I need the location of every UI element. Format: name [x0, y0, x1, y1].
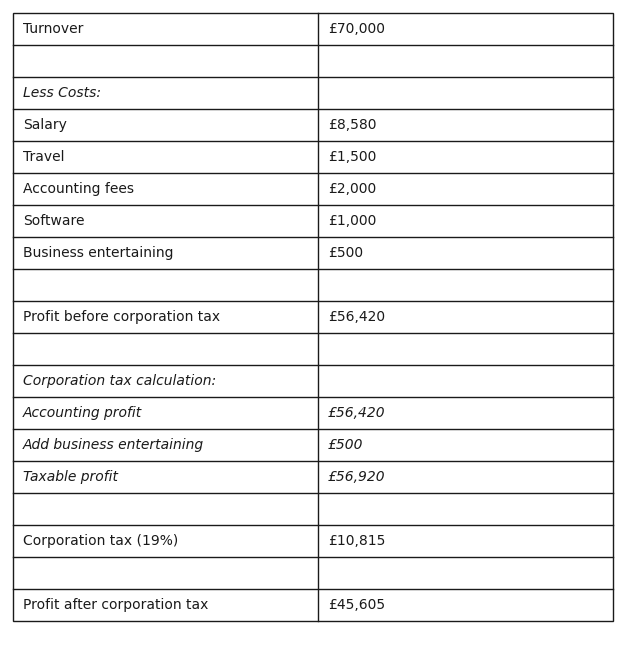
- Text: Taxable profit: Taxable profit: [23, 470, 118, 484]
- Text: £1,500: £1,500: [328, 150, 376, 164]
- Text: Add business entertaining: Add business entertaining: [23, 438, 204, 452]
- Text: £8,580: £8,580: [328, 118, 376, 132]
- Text: Profit after corporation tax: Profit after corporation tax: [23, 598, 208, 612]
- Text: Corporation tax (19%): Corporation tax (19%): [23, 534, 178, 548]
- Text: Profit before corporation tax: Profit before corporation tax: [23, 310, 220, 324]
- Text: Business entertaining: Business entertaining: [23, 246, 173, 260]
- Text: £500: £500: [328, 246, 363, 260]
- Text: £2,000: £2,000: [328, 182, 376, 196]
- Text: £45,605: £45,605: [328, 598, 385, 612]
- Text: Turnover: Turnover: [23, 22, 83, 36]
- Text: Software: Software: [23, 214, 85, 228]
- Text: Travel: Travel: [23, 150, 64, 164]
- Text: Accounting fees: Accounting fees: [23, 182, 134, 196]
- Text: £56,920: £56,920: [328, 470, 386, 484]
- Text: £500: £500: [328, 438, 364, 452]
- Text: £70,000: £70,000: [328, 22, 385, 36]
- Text: Salary: Salary: [23, 118, 67, 132]
- Text: £10,815: £10,815: [328, 534, 386, 548]
- Text: £56,420: £56,420: [328, 406, 386, 420]
- Text: Less Costs:: Less Costs:: [23, 86, 101, 100]
- Text: £56,420: £56,420: [328, 310, 385, 324]
- Text: Corporation tax calculation:: Corporation tax calculation:: [23, 374, 216, 388]
- Text: Accounting profit: Accounting profit: [23, 406, 142, 420]
- Text: £1,000: £1,000: [328, 214, 376, 228]
